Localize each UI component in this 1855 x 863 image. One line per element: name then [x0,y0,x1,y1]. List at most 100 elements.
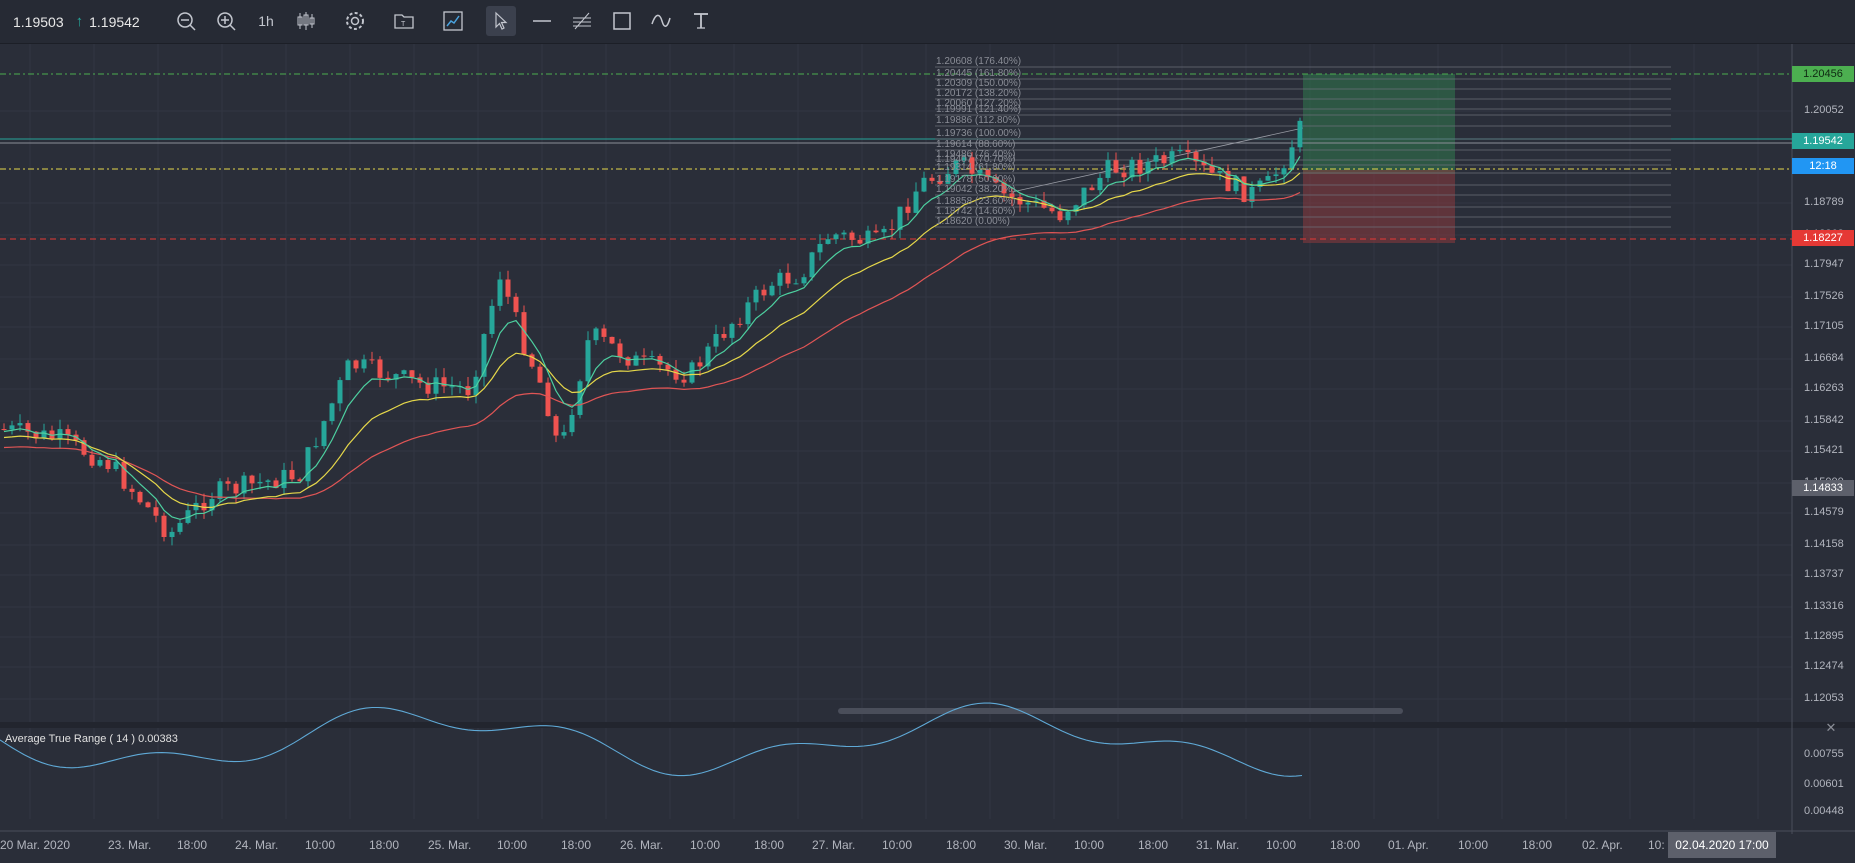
candle-body [201,502,207,511]
price-axis-label: 1.15842 [1804,414,1844,426]
ema-slow-line [3,191,1301,500]
take-profit-price-tag: 1.20456 [1792,66,1854,82]
candle-body [185,510,191,523]
text-icon[interactable] [686,6,716,36]
candle-body [761,289,767,296]
candle-body [641,355,647,357]
crosshair-price-tag: 1.14833 [1792,480,1854,496]
timeframe-button[interactable]: 1h [258,13,274,29]
candle-body [777,272,783,286]
candle-body [97,460,103,466]
channel-icon[interactable] [567,6,597,36]
candle-body [1169,151,1175,164]
candle-body [209,498,215,511]
zoom-out-icon[interactable] [171,6,201,36]
candle-body [961,157,967,161]
candle-body [401,370,407,375]
candle-body [1249,186,1255,202]
candle-body [337,380,343,404]
fibonacci-level-label: 1.18620 (0.00%) [936,216,1010,227]
candle-body [689,362,695,383]
candle-body [721,334,727,338]
candle-body [1137,159,1143,174]
candle-body [1217,170,1223,173]
candle-body [993,177,999,183]
candle-body [1265,176,1271,181]
candle-body [1145,161,1151,174]
price-axis-label: 1.12053 [1804,692,1844,704]
candle-body [809,252,815,278]
candle-body [41,430,47,439]
candle-body [169,531,175,538]
candle-body [497,279,503,306]
ask-price: 1.19542 [89,13,140,30]
fibonacci-level-label: 1.19991 (121.40%) [936,104,1022,115]
bid-price: 1.19503 [13,13,64,30]
candle-body [1,429,7,430]
candle-body [441,377,447,387]
time-axis-label: 18:00 [1138,838,1169,852]
price-axis-label: 1.14579 [1804,506,1844,518]
candle-body [1281,168,1287,175]
zoom-in-icon[interactable] [211,6,241,36]
price-axis-label: 1.18789 [1804,196,1844,208]
candle-body [833,234,839,240]
time-axis-label: 10:00 [1458,838,1489,852]
candle-body [513,296,519,313]
candle-body [369,359,375,361]
time-axis-label: 10:00 [882,838,913,852]
current-price-tag: 1.19542 [1792,133,1854,149]
close-icon[interactable]: ✕ [1825,720,1837,735]
chart-canvas[interactable] [0,44,1855,863]
candle-body [969,157,975,174]
horizontal-line-icon[interactable] [527,6,557,36]
candle-body [817,243,823,253]
price-axis-label: 1.12895 [1804,630,1844,642]
candle-body [105,460,111,470]
candle-body [1161,155,1167,164]
time-axis-label: 18:00 [177,838,208,852]
horizontal-scrollbar[interactable] [838,708,1403,714]
candle-body [1065,211,1071,221]
indicator-icon[interactable] [438,6,468,36]
cursor-icon[interactable] [486,6,516,36]
take-profit-zone [1303,74,1455,174]
candle-body [529,354,535,367]
panel-divider [0,722,1855,728]
fibonacci-level-label: 1.18742 (14.60%) [936,206,1016,217]
toolbar: 1.19503 ↑ 1.19542 [0,0,1855,44]
candle-body [857,239,863,244]
candle-body [33,431,39,439]
fibonacci-level-label: 1.19886 (112.80%) [936,115,1021,126]
candle-body [129,488,135,492]
fibonacci-level-label: 1.20309 (150.00%) [936,78,1022,89]
candle-body [425,382,431,394]
time-axis-label: 18:00 [1522,838,1553,852]
candle-body [345,360,351,381]
gear-icon[interactable] [340,6,370,36]
time-axis-label: 18:00 [1330,838,1361,852]
time-axis-label: 31. Mar. [1196,838,1240,852]
time-axis-label: 30. Mar. [1004,838,1048,852]
fibonacci-level-label: 1.20172 (138.20%) [936,88,1022,99]
candle-body [217,481,223,499]
curve-icon[interactable] [646,6,676,36]
candle-body [521,312,527,355]
candle-body [289,469,295,480]
atr-axis-label: 0.00601 [1804,778,1844,790]
candle-body [65,429,71,435]
candle-body [81,440,87,455]
candle-body [657,356,663,365]
candles-icon[interactable] [291,6,321,36]
candle-body [1177,149,1183,152]
time-axis-label: 10:00 [497,838,528,852]
time-axis-label: 26. Mar. [620,838,664,852]
candle-body [681,379,687,383]
crosshair-time-tag: 02.04.2020 17:00 [1668,832,1776,858]
template-icon[interactable]: T [389,6,419,36]
candle-body [625,357,631,366]
candle-body [705,346,711,367]
rectangle-icon[interactable] [607,6,637,36]
candle-body [825,239,831,244]
candle-body [1089,187,1095,191]
